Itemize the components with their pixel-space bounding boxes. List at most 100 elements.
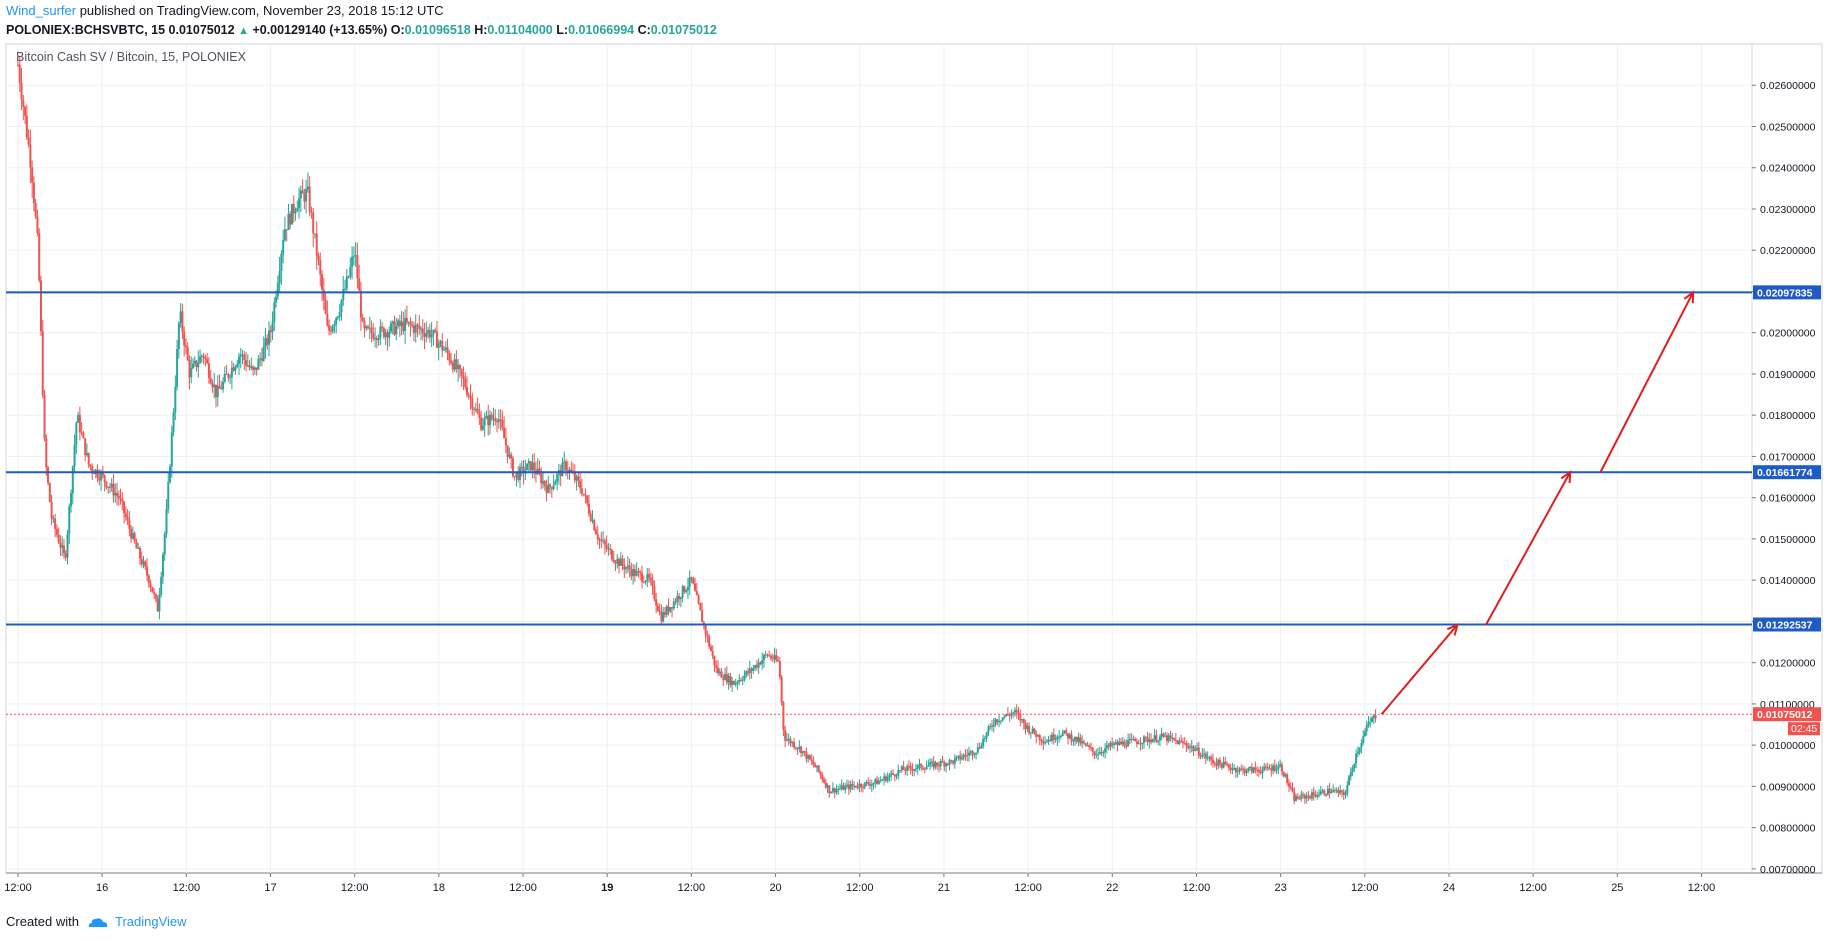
candle-body	[755, 665, 758, 668]
candle-body	[1240, 768, 1243, 770]
candle-body	[1201, 754, 1204, 757]
candle-body	[987, 726, 990, 733]
candle-body	[625, 567, 628, 570]
candle-body	[85, 453, 88, 456]
candle-body	[651, 580, 654, 587]
candle-body	[770, 655, 773, 659]
candle-body	[1180, 740, 1183, 742]
author-link[interactable]: Wind_surfer	[6, 3, 77, 18]
candle-body	[1284, 774, 1287, 777]
candle-body	[453, 359, 456, 370]
candle-body	[236, 364, 239, 367]
candle-body	[1252, 767, 1255, 773]
candle-body	[126, 517, 129, 521]
candle-body	[62, 545, 65, 554]
candle-body	[147, 575, 150, 584]
candle-body	[1148, 739, 1151, 742]
candle-body	[342, 289, 345, 301]
candle-body	[678, 595, 681, 600]
candle-body	[450, 360, 453, 364]
candle-body	[736, 682, 739, 684]
candle-body	[1268, 768, 1271, 770]
published-text: published on TradingView.com, November 2…	[79, 3, 444, 18]
candle-body	[580, 488, 583, 494]
x-tick-label: 23	[1274, 882, 1286, 894]
candle-body	[960, 757, 963, 760]
candle-body	[1339, 790, 1342, 794]
candle-body	[1211, 759, 1214, 764]
candle-body	[199, 356, 202, 364]
candle-body	[1219, 759, 1222, 764]
candle-body	[298, 198, 301, 209]
candle-body	[423, 333, 426, 337]
publish-header: Wind_surfer published on TradingView.com…	[6, 3, 444, 19]
tradingview-brand[interactable]: TradingView	[87, 914, 187, 929]
high-value: 0.01104000	[487, 23, 553, 37]
projection-arrow[interactable]	[1599, 291, 1694, 473]
candle-body	[632, 569, 635, 577]
candle-body	[890, 773, 893, 776]
candle-body	[602, 540, 605, 542]
candle-body	[24, 106, 27, 116]
candle-body	[123, 501, 126, 514]
candle-body	[568, 469, 571, 472]
candle-body	[519, 467, 522, 480]
candle-body	[950, 760, 953, 762]
candle-body	[382, 328, 385, 338]
candle-body	[513, 476, 516, 478]
candle-body	[190, 368, 193, 378]
candle-body	[911, 768, 914, 771]
candle-body	[1203, 753, 1206, 755]
projection-arrow[interactable]	[1485, 471, 1572, 626]
candle-body	[718, 671, 721, 674]
candle-body	[1051, 734, 1054, 741]
candle-body	[777, 660, 780, 662]
candle-body	[531, 462, 534, 471]
candle-body	[835, 789, 838, 793]
x-tick-label: 24	[1443, 882, 1455, 894]
candle-body	[1005, 713, 1008, 717]
candle-body	[444, 347, 447, 350]
candle-body	[990, 725, 993, 727]
candle-body	[352, 256, 355, 258]
candle-body	[694, 583, 697, 591]
projection-arrow[interactable]	[1380, 624, 1459, 715]
candle-body	[483, 418, 486, 426]
candle-body	[167, 481, 170, 509]
candle-body	[1355, 753, 1358, 764]
candle-body	[292, 203, 295, 214]
candle-body	[412, 325, 415, 333]
candle-body	[747, 671, 750, 674]
candle-body	[515, 473, 518, 477]
candle-body	[130, 528, 133, 539]
candle-body	[319, 260, 322, 275]
candle-body	[869, 784, 872, 786]
candle-body	[1319, 791, 1322, 795]
candle-body	[487, 415, 490, 426]
y-tick-label: 0.02200000	[1760, 245, 1816, 257]
candle-body	[1118, 741, 1121, 746]
candle-body	[112, 483, 115, 496]
candle-body	[883, 776, 886, 780]
candle-body	[1098, 752, 1101, 755]
candle-body	[1335, 790, 1338, 792]
candle-body	[322, 289, 325, 300]
candle-body	[169, 466, 172, 482]
candle-body	[222, 381, 225, 390]
candle-body	[805, 751, 808, 759]
candle-body	[1344, 793, 1347, 795]
candle-body	[1234, 768, 1237, 773]
candle-body	[400, 321, 403, 327]
candle-body	[985, 732, 988, 738]
candle-body	[623, 564, 626, 570]
candle-body	[932, 761, 935, 768]
candle-body	[900, 766, 903, 771]
candle-body	[596, 534, 599, 540]
candle-body	[259, 358, 262, 360]
arrow-head-icon	[1683, 290, 1695, 304]
candle-body	[269, 330, 272, 333]
candle-body	[1196, 747, 1199, 750]
plot-area[interactable]	[5, 43, 1753, 874]
candle-body	[973, 754, 976, 756]
